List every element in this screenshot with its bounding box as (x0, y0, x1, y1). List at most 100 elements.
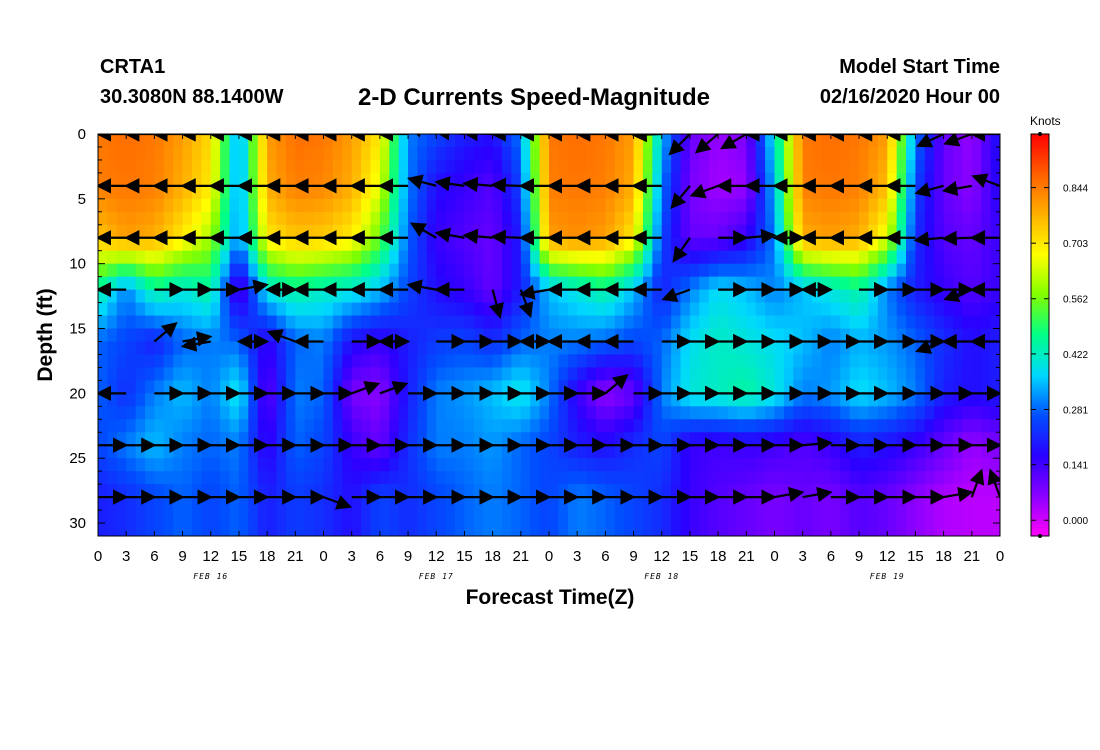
heat-cell (455, 419, 466, 433)
heat-cell (473, 341, 484, 356)
heat-cell (248, 523, 259, 536)
heat-cell (539, 146, 550, 161)
heat-cell (389, 198, 400, 213)
heat-cell (962, 159, 973, 174)
heat-cell (361, 497, 372, 511)
heat-cell (943, 328, 954, 343)
heat-cell (201, 445, 212, 459)
heat-cell (783, 250, 794, 265)
heat-cell (417, 367, 428, 381)
heat-cell (238, 432, 249, 446)
heat-cell (173, 406, 184, 420)
heat-cell (323, 159, 334, 174)
colorbar: Knots 0.0000.1410.2810.4220.5620.7030.84… (1030, 114, 1088, 538)
heat-cell (746, 328, 757, 343)
heat-cell (473, 276, 484, 291)
heat-cell (887, 393, 898, 407)
heat-cell (116, 302, 127, 317)
heat-cell (210, 276, 221, 291)
heat-cell (154, 380, 165, 394)
heat-cell (708, 146, 719, 161)
heat-cell (727, 315, 738, 330)
heat-cell (163, 172, 174, 187)
heat-cell (783, 367, 794, 381)
heat-cell (652, 393, 663, 407)
heat-cell (502, 224, 513, 239)
heat-cell (201, 497, 212, 511)
heat-cell (398, 302, 409, 317)
heat-cell (990, 172, 1000, 187)
heat-cell (116, 380, 127, 394)
heat-cell (116, 211, 127, 226)
heat-cell (502, 445, 513, 459)
heat-cell (812, 445, 823, 459)
heat-cell (661, 510, 672, 524)
heat-cell (455, 406, 466, 420)
heat-cell (652, 146, 663, 161)
heat-cell (464, 146, 475, 161)
heat-cell (464, 354, 475, 369)
x-tick-label: 12 (202, 548, 219, 565)
heat-cell (652, 289, 663, 304)
heat-cell (783, 510, 794, 524)
heat-cell (144, 250, 155, 265)
heat-cell (182, 263, 193, 278)
date-label: FEB 18 (644, 572, 679, 581)
heat-cell (812, 237, 823, 252)
heat-cell (953, 419, 964, 433)
heat-cell (98, 211, 108, 226)
heat-cell (98, 471, 108, 485)
heat-cell (943, 315, 954, 330)
heat-cell (793, 497, 804, 511)
heat-cell (502, 250, 513, 265)
heat-cell (229, 406, 240, 420)
heat-cell (821, 134, 832, 148)
heat-cell (285, 211, 296, 226)
heat-cell (906, 224, 917, 239)
heat-cell (520, 523, 531, 536)
heat-cell (398, 263, 409, 278)
heat-cell (868, 315, 879, 330)
heat-cell (201, 406, 212, 420)
heat-cell (417, 146, 428, 161)
heat-cell (624, 315, 635, 330)
heat-cell (877, 302, 888, 317)
heat-cell (990, 419, 1000, 433)
heat-cell (633, 315, 644, 330)
heat-cell (135, 172, 146, 187)
heat-cell (389, 302, 400, 317)
heat-cell (727, 393, 738, 407)
heat-cell (906, 237, 917, 252)
heat-cell (661, 134, 672, 148)
heat-cell (436, 393, 447, 407)
heat-cell (182, 497, 193, 511)
heat-cell (398, 172, 409, 187)
heat-cell (502, 237, 513, 252)
heat-cell (887, 341, 898, 356)
heat-cell (924, 250, 935, 265)
heat-cell (689, 172, 700, 187)
heat-cell (605, 159, 616, 174)
heat-cell (492, 289, 503, 304)
heat-cell (558, 315, 569, 330)
heat-cell (539, 211, 550, 226)
heat-cell (549, 432, 559, 446)
heat-cell (840, 185, 851, 200)
heat-cell (661, 185, 672, 200)
x-tick-label: 9 (404, 548, 412, 565)
heat-cell (502, 263, 513, 278)
heat-cell (257, 406, 268, 420)
heat-cell (426, 484, 437, 498)
heat-cell (821, 315, 832, 330)
heat-cell (971, 211, 982, 226)
heat-cell (849, 224, 860, 239)
heat-cell (511, 510, 522, 524)
heat-cell (887, 276, 898, 291)
current-vector (98, 341, 99, 343)
heat-cell (718, 237, 729, 252)
heat-cell (314, 328, 325, 343)
heat-cell (708, 341, 719, 356)
heat-cell (530, 198, 541, 213)
heat-cell (605, 211, 616, 226)
heat-cell (483, 159, 494, 174)
